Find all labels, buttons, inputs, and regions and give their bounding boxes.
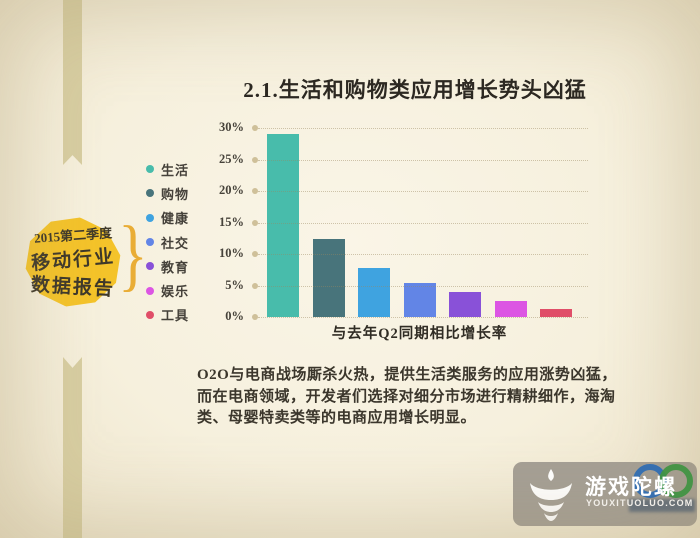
badge-line-report: 数据报告 (30, 274, 116, 301)
y-axis-tick-dot (252, 220, 258, 226)
legend-label: 健康 (161, 211, 190, 227)
watermark-text-smudge (629, 499, 695, 512)
y-axis-tick-label: 20% (219, 183, 244, 197)
y-axis-tick-label: 25% (219, 152, 244, 166)
gridline (258, 286, 588, 287)
analysis-paragraph: O2O与电商战场厮杀火热，提供生活类服务的应用涨势凶猛，而在电商领域，开发者们选… (197, 367, 617, 427)
y-axis-tick-dot (252, 125, 258, 131)
legend-dot-icon (146, 213, 154, 222)
legend-item: 娱乐 (146, 278, 189, 302)
legend-dot-icon (146, 165, 154, 174)
y-axis-tick-dot (252, 157, 258, 163)
legend-item: 健康 (146, 206, 189, 230)
gyro-top-icon (530, 469, 572, 521)
brand-name: 游戏陀螺 (585, 476, 677, 499)
legend-item: 教育 (146, 254, 189, 278)
legend-item: 生活 (146, 157, 189, 181)
legend-label: 工具 (161, 308, 190, 324)
legend-dot-icon (146, 286, 154, 295)
bars-container (267, 128, 572, 317)
y-axis-tick-label: 30% (219, 120, 244, 134)
y-axis-tick-dot (252, 251, 258, 257)
legend-item: 社交 (146, 230, 189, 254)
chart-legend: 生活购物健康社交教育娱乐工具 (146, 157, 189, 327)
legend-label: 社交 (161, 235, 190, 251)
bar-教育 (449, 292, 481, 317)
y-axis-tick-dot (252, 188, 258, 194)
legend-label: 生活 (161, 162, 190, 178)
x-axis-label: 与去年Q2同期相比增长率 (331, 326, 508, 342)
legend-dot-icon (146, 189, 154, 198)
brand-watermark: 游戏陀螺 YOUXITUOLUO.COM (513, 462, 697, 526)
bottom-ribbon-decoration (63, 357, 82, 538)
bar-生活 (267, 134, 299, 317)
legend-dot-icon (146, 238, 154, 247)
bar-娱乐 (494, 301, 527, 317)
y-axis-tick-dot (252, 283, 258, 289)
badge-text: 2015第二季度 移动行业 数据报告 (25, 217, 121, 307)
bar-社交 (403, 283, 436, 317)
brace-icon: } (118, 210, 148, 300)
gridline (258, 160, 588, 161)
y-axis-tick-label: 5% (225, 278, 244, 292)
brand-domain: YOUXITUOLUO.COM (586, 498, 694, 508)
y-axis-tick-label: 15% (219, 215, 244, 229)
watermark-ring-green-icon (659, 464, 693, 498)
bar-健康 (358, 268, 390, 317)
gridline (258, 317, 588, 318)
y-axis-tick-label: 0% (225, 309, 244, 323)
legend-label: 娱乐 (161, 284, 190, 300)
legend-dot-icon (146, 310, 154, 319)
legend-dot-icon (146, 262, 154, 271)
bar-工具 (540, 309, 572, 317)
legend-item: 购物 (146, 181, 189, 205)
legend-label: 教育 (161, 259, 190, 275)
report-badge: 2015第二季度 移动行业 数据报告 (25, 217, 121, 307)
y-axis-tick-dot (252, 314, 258, 320)
y-axis-tick-label: 10% (219, 246, 244, 260)
bar-购物 (312, 239, 345, 317)
chart-title: 2.1.生活和购物类应用增长势头凶猛 (243, 78, 587, 102)
gridline (258, 128, 588, 129)
legend-label: 购物 (161, 186, 190, 202)
gridline (258, 191, 588, 192)
top-ribbon-decoration (63, 0, 82, 165)
gridline (258, 254, 588, 255)
gridline (258, 223, 588, 224)
legend-item: 工具 (146, 303, 189, 327)
bar-chart-plot-area: 30% 25% 20% 15% 10% 5% 0% (200, 120, 592, 323)
